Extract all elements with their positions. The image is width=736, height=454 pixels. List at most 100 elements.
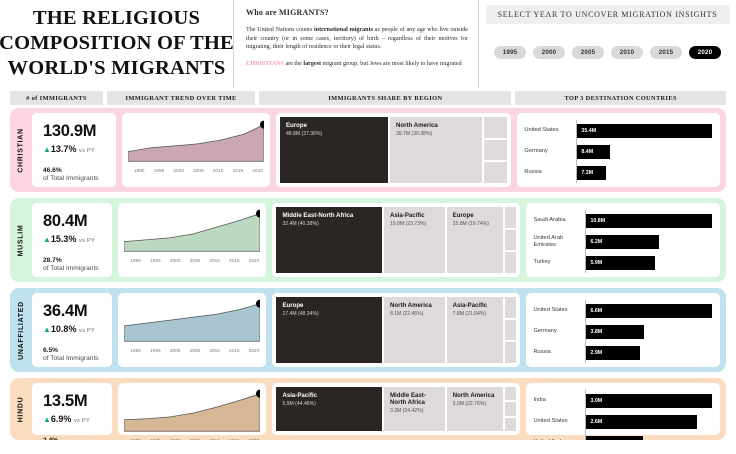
treemap-region-value: 39.7M (30.38%) [395,130,433,137]
destination-bar-track: 7.3M [576,162,712,183]
destination-row: United Arab Emirates 6.2M [533,231,712,252]
treemap-cell[interactable]: Middle East-North Africa 32.4M (40.38%) [276,207,382,273]
top-destinations: United States 35.4M Germany 8.4M Russia 7.3M [517,113,721,187]
destination-bar[interactable]: 2.6M [586,414,697,429]
treemap-cell-minor[interactable] [483,162,508,184]
treemap-cell-minor[interactable] [505,297,517,318]
destination-bar[interactable]: 7.3M [577,165,606,180]
year-pill-2020[interactable]: 2020 [689,46,721,59]
axis-tick-1995: 1995 [153,168,165,173]
trend-chart-svg [124,299,261,342]
yoy-period-label: vs PY [73,418,91,424]
destination-bar-track: 35.4M [576,120,713,141]
page-title-line-2: COMPOSITION OF THE [0,32,234,54]
axis-tick-2005: 2005 [189,348,201,353]
yoy-value: 13.7% [50,144,77,154]
destination-bar[interactable]: 10.8M [586,213,712,228]
treemap-cell[interactable]: Europe 15.8M (19.74%) [446,207,504,273]
stat-card: 13.5M▲6.9% vs PY2.4%of Total Immigrants [32,383,113,440]
destination-row: Russia 2.9M [533,342,712,363]
immigrant-total: 130.9M [43,122,97,140]
intro-paragraph-2: CHRISTIANS are the largest migrant group… [246,60,468,69]
treemap-region-name: Middle East-North Africa [282,212,354,219]
treemap-cell[interactable]: Europe 17.4M (48.34%) [276,297,382,363]
treemap-cell-minor[interactable] [505,207,517,228]
destination-bar[interactable]: 3.0M [586,393,712,408]
year-pill-2000[interactable]: 2000 [533,46,565,59]
treemap-cell[interactable]: Europe 48.8M (37.36%) [279,117,388,183]
destination-country: United States [533,418,568,425]
immigrant-total: 36.4M [43,302,88,320]
treemap-cell[interactable]: Asia-Pacific 19.0M (23.73%) [383,207,445,273]
year-pill-1995[interactable]: 1995 [494,46,526,59]
axis-tick-2005: 2005 [190,438,201,440]
share-label: of Total Immigrants [43,265,99,272]
treemap-cell[interactable]: Middle East-North Africa 3.2M (24.42%) [383,387,445,431]
destination-bar[interactable]: 6.6M [586,303,712,318]
trend-chart-svg [124,209,261,252]
treemap-region-value: 5.9M (44.46%) [282,400,316,407]
treemap-region-value: 32.4M (40.38%) [282,220,319,227]
destination-bar[interactable]: 8.4M [577,144,610,159]
yoy-period-label: vs PY [78,328,96,334]
destination-bar[interactable]: 5.9M [586,255,656,270]
immigrant-total: 80.4M [43,212,88,230]
destination-row: Germany 8.4M [524,141,712,162]
treemap-cell-minor[interactable] [505,387,517,401]
treemap-cell[interactable]: North America 3.0M (22.76%) [446,387,504,431]
destination-bar-track: 3.8M [585,321,712,342]
top-destinations: Saudi Arabia 10.8M United Arab Emirates 6.2… [526,203,720,277]
treemap-minor-column [483,117,508,184]
destination-bar[interactable]: 2.9M [586,345,641,360]
destination-row: United Arab [533,432,712,440]
axis-tick-1995: 1995 [150,438,161,440]
year-pill-2005[interactable]: 2005 [572,46,604,59]
share-percent: 28.7% [43,257,62,264]
destination-country: Turkey [533,259,551,266]
year-pill-2015[interactable]: 2015 [650,46,682,59]
destination-country: Saudi Arabia [533,217,566,224]
destination-bar[interactable]: 6.2M [586,234,660,249]
treemap-cell-minor[interactable] [505,252,517,274]
treemap-body: Asia-Pacific 5.9M (44.46%) Middle East-Nor… [276,387,517,431]
destination-country: India [533,397,546,404]
destination-bar[interactable]: 35.4M [577,123,713,138]
treemap-cell[interactable]: Asia-Pacific 7.8M (21.64%) [446,297,504,363]
axis-tick-2010: 2010 [209,438,220,440]
destination-bar[interactable]: 3.8M [586,324,645,339]
region-treemap: Middle East-North Africa 32.4M (40.38%) As… [272,203,521,277]
treemap-region-name: Europe [282,302,304,309]
axis-tick-1995: 1995 [150,258,161,263]
treemap-cell[interactable]: North America 39.7M (30.38%) [389,117,482,183]
treemap-cell-minor[interactable] [483,117,508,138]
treemap-cell[interactable]: North America 8.1M (22.45%) [383,297,445,363]
share-percent: 2.4% [43,437,112,440]
intro-second-pre: are the [283,60,304,67]
religion-label-muslim: MUSLIM [10,203,32,277]
axis-tick-1990: 1990 [130,258,142,263]
religion-label-christian: CHRISTIAN [10,113,32,187]
yoy-value: 6.9% [50,414,72,424]
axis-tick-2010: 2010 [212,168,224,173]
trend-axis-labels: 1990 1995 2000 2005 2010 2015 2020 [124,436,260,440]
stat-card: 80.4M ▲15.3% vs PY 28.7% of Total Immigrant… [32,203,113,277]
share-label: of Total Immigrants [43,175,99,182]
treemap-cell[interactable]: Asia-Pacific 5.9M (44.46%) [276,387,382,431]
share-percent: 6.5% [43,347,59,354]
treemap-cell-minor[interactable] [505,402,517,416]
title-block: THE RELIGIOUS COMPOSITION OF THE WORLD'S… [0,0,234,88]
treemap-cell-minor[interactable] [505,229,517,251]
destination-bar[interactable] [586,435,643,440]
treemap-region-value: 48.8M (37.36%) [285,130,323,137]
treemap-cell-minor[interactable] [483,139,508,161]
trend-line [127,124,264,153]
treemap-cell-minor[interactable] [505,417,517,431]
destination-bar-track [585,432,712,440]
destination-row: United States 2.6M [533,411,712,432]
treemap-cell-minor[interactable] [505,342,517,364]
treemap-cell-minor[interactable] [505,319,517,341]
treemap-region-name: Asia-Pacific [389,212,425,219]
year-pill-2010[interactable]: 2010 [611,46,643,59]
treemap-minor-column [505,207,517,274]
